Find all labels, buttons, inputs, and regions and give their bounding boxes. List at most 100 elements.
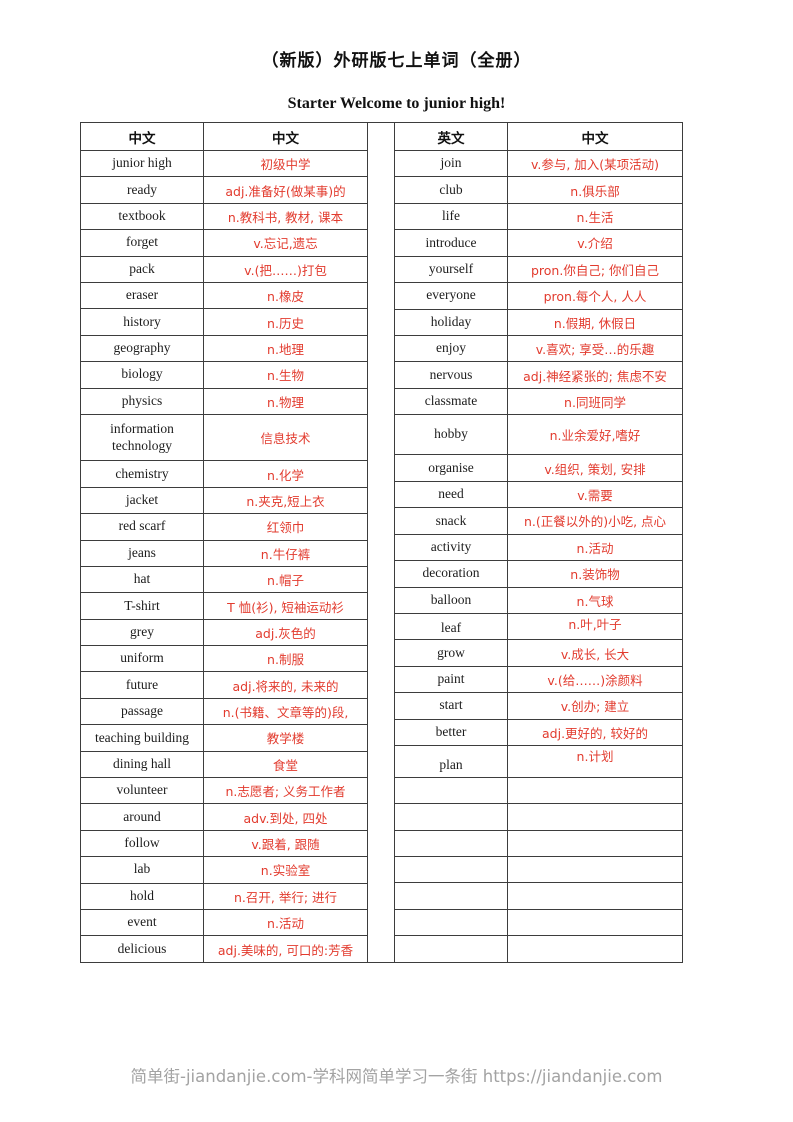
english-word-cell: passage [80,697,204,726]
table-row: passage n.(书籍、文章等的)段, [80,697,368,726]
english-word-cell: around [80,803,204,831]
chinese-translation-cell: 初级中学 [203,149,368,178]
table-row: around adv.到处, 四处 [80,803,368,831]
english-word-cell [394,856,508,884]
english-word-cell: eraser [80,281,204,310]
table-row: balloon n.气球 [394,586,683,614]
english-word-cell: dining hall [80,750,204,779]
table-row: join v.参与, 加入(某项活动) [394,149,683,178]
chinese-translation-cell [507,856,683,884]
table-row: future adj.将来的, 未来的 [80,671,368,699]
table-row: nervous adj.神经紧张的; 焦虑不安 [394,361,683,389]
english-word-cell: organise [394,454,508,482]
table-row: textbook n.教科书, 教材, 课本 [80,202,368,231]
chinese-translation-cell: 信息技术 [203,413,368,462]
chinese-translation-cell: n.地理 [203,334,368,363]
english-word-cell: classmate [394,387,508,416]
chinese-translation-cell: n.历史 [203,308,368,336]
chinese-translation-cell [507,882,683,910]
english-word-cell: activity [394,533,508,562]
table-row: physics n.物理 [80,387,368,415]
chinese-translation-cell: n.牛仔裤 [203,539,368,567]
table-row: ready adj.准备好(做某事)的 [80,176,368,204]
chinese-translation-cell: v.创办; 建立 [507,692,683,720]
chinese-translation-cell: v.成长, 长大 [507,639,683,667]
chinese-translation-cell: n.召开, 举行; 进行 [203,882,368,911]
table-row: holiday n.假期, 休假日 [394,308,683,336]
chinese-translation-cell: T 恤(衫), 短袖运动衫 [203,592,368,620]
chinese-translation-cell: n.生物 [203,361,368,389]
header-row: 中文 中文 [80,122,368,151]
table-row: introduce v.介绍 [394,229,683,257]
table-row: junior high 初级中学 [80,149,368,178]
table-row [394,803,683,831]
left-table-col2-header: 中文 [203,122,368,151]
chinese-translation-cell: v.忘记,遗忘 [203,229,368,257]
chinese-translation-cell [507,803,683,831]
table-row [394,856,683,884]
right-table-col2-header: 中文 [507,122,683,151]
table-row: grow v.成长, 长大 [394,639,683,667]
left-table-body: junior high 初级中学 ready adj.准备好(做某事)的 textboo… [80,149,368,963]
chinese-translation-cell: v.跟着, 跟随 [203,829,368,858]
english-word-cell: biology [80,361,204,389]
english-word-cell: event [80,908,204,937]
table-row: life n.生活 [394,202,683,231]
watermark-footer: 简单街-jiandanjie.com-学科网简单学习一条街 https://ji… [130,1067,663,1086]
table-row [394,935,683,963]
table-row: geography n.地理 [80,334,368,363]
english-word-cell: grow [394,639,508,667]
chinese-translation-cell: n.生活 [507,202,683,231]
english-word-cell [394,908,508,937]
page-title: （新版）外研版七上单词（全册） [261,51,532,71]
english-word-cell: balloon [394,586,508,614]
table-row: enjoy v.喜欢; 享受…的乐趣 [394,334,683,363]
chinese-translation-cell: adj.将来的, 未来的 [203,671,368,699]
english-word-cell: holiday [394,308,508,336]
english-word-cell: history [80,308,204,336]
english-word-cell: geography [80,334,204,363]
chinese-translation-cell: pron.你自己; 你们自己 [507,255,683,284]
english-word-cell: delicious [80,935,204,963]
english-word-cell: snack [394,507,508,535]
english-word-cell: follow [80,829,204,858]
chinese-translation-cell: n.物理 [203,387,368,415]
table-row: eraser n.橡皮 [80,281,368,310]
table-row: event n.活动 [80,908,368,937]
english-word-cell [394,935,508,963]
english-word-cell [394,882,508,910]
chinese-translation-cell: v.(给……)涂颜料 [507,665,683,694]
table-row [394,882,683,910]
english-word-cell [394,829,508,858]
chinese-translation-cell: n.制服 [203,645,368,673]
english-word-cell: pack [80,255,204,283]
chinese-translation-cell: n.教科书, 教材, 课本 [203,202,368,231]
english-word-cell: uniform [80,645,204,673]
chinese-translation-cell: n.夹克,短上衣 [203,486,368,515]
chinese-translation-cell: 红领巾 [203,513,368,541]
table-row: pack v.(把……)打包 [80,255,368,283]
chinese-translation-cell: adj.更好的, 较好的 [507,718,683,747]
table-row: organise v.组织, 策划, 安排 [394,454,683,482]
english-word-cell: join [394,149,508,178]
english-word-cell: plan [394,745,508,778]
chinese-translation-cell: pron.每个人, 人人 [507,282,683,310]
table-row: jacket n.夹克,短上衣 [80,486,368,515]
chinese-translation-cell [507,776,683,805]
right-vocab-table: 英文 中文 join v.参与, 加入(某项活动) club n.俱乐部 life n.生… [394,122,683,963]
table-row: follow v.跟着, 跟随 [80,829,368,858]
chinese-translation-cell: v.介绍 [507,229,683,257]
english-word-cell: hat [80,565,204,594]
english-word-cell: red scarf [80,513,204,541]
table-row [394,829,683,858]
chinese-translation-cell: n.俱乐部 [507,176,683,204]
chinese-translation-cell: n.假期, 休假日 [507,308,683,336]
table-row: club n.俱乐部 [394,176,683,204]
english-word-cell: forget [80,229,204,257]
table-gap-spacer [368,122,394,963]
english-word-cell: grey [80,618,204,647]
table-row: plan n.计划 [394,745,683,778]
table-row: paint v.(给……)涂颜料 [394,665,683,694]
english-word-cell: decoration [394,560,508,588]
chinese-translation-cell: n.实验室 [203,856,368,884]
